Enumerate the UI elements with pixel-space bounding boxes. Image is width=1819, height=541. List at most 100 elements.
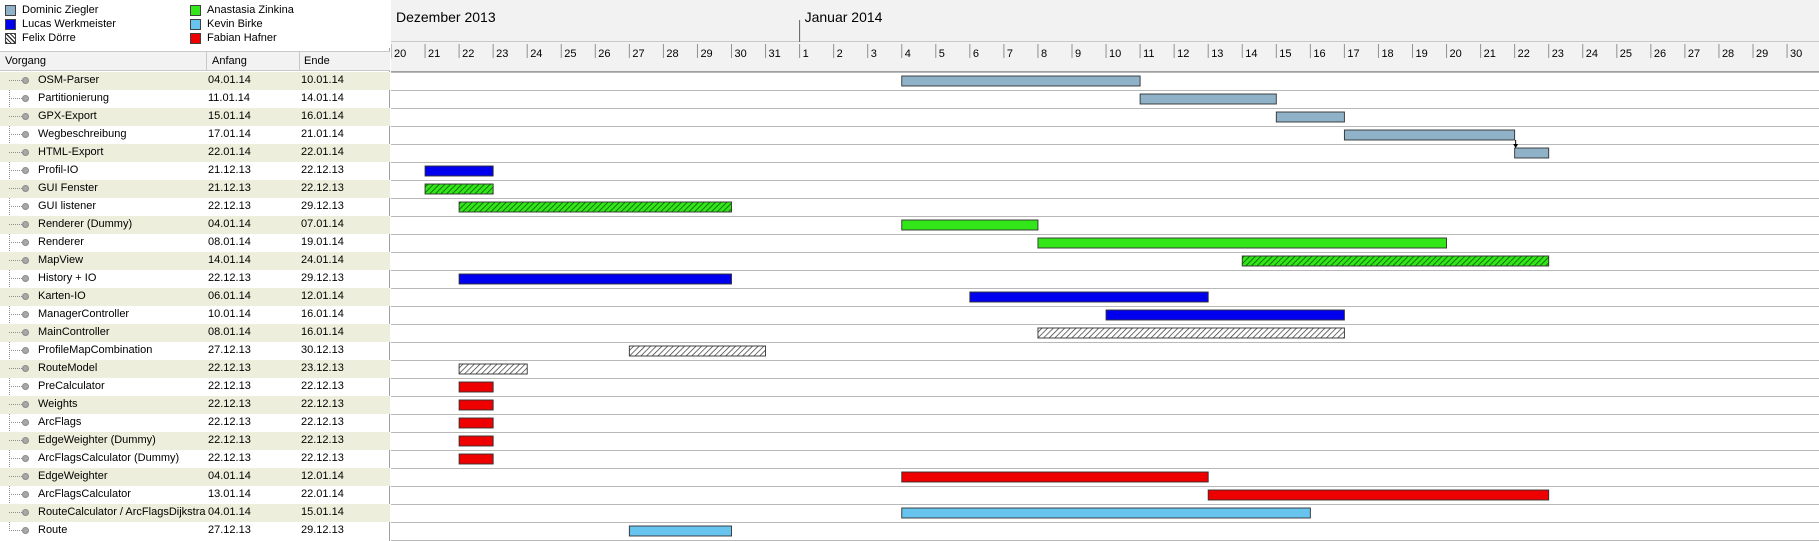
task-end-date: 22.12.13: [301, 416, 344, 428]
day-label: 30: [735, 48, 747, 60]
task-name: ManagerController: [38, 308, 130, 320]
day-label: 30: [1790, 48, 1802, 60]
task-node-icon: [22, 257, 29, 264]
legend-label: Fabian Hafner: [207, 32, 277, 44]
task-row[interactable]: RouteModel 22.12.13 23.12.13: [0, 360, 390, 378]
task-bar[interactable]: [901, 471, 1209, 483]
task-end-date: 29.12.13: [301, 524, 344, 536]
task-node-icon: [22, 527, 29, 534]
task-row[interactable]: Renderer 08.01.14 19.01.14: [0, 234, 390, 252]
day-label: 2: [837, 48, 843, 60]
tree-connector: [9, 134, 22, 135]
column-header-task[interactable]: Vorgang: [5, 55, 46, 67]
task-row[interactable]: Partitionierung 11.01.14 14.01.14: [0, 90, 390, 108]
task-bar[interactable]: [424, 183, 494, 195]
task-node-icon: [22, 113, 29, 120]
task-row[interactable]: Renderer (Dummy) 04.01.14 07.01.14: [0, 216, 390, 234]
task-row[interactable]: ProfileMapCombination 27.12.13 30.12.13: [0, 342, 390, 360]
task-bar[interactable]: [424, 165, 494, 177]
task-row[interactable]: Weights 22.12.13 22.12.13: [0, 396, 390, 414]
task-row[interactable]: Karten-IO 06.01.14 12.01.14: [0, 288, 390, 306]
task-name: Profil-IO: [38, 164, 79, 176]
task-start-date: 21.12.13: [208, 164, 251, 176]
task-bar[interactable]: [901, 507, 1311, 519]
task-row[interactable]: GUI Fenster 21.12.13 22.12.13: [0, 180, 390, 198]
tree-connector: [9, 242, 22, 243]
task-bar[interactable]: [1207, 489, 1550, 501]
task-bar[interactable]: [458, 453, 494, 465]
task-bar[interactable]: [458, 435, 494, 447]
task-end-date: 10.01.14: [301, 74, 344, 86]
task-row[interactable]: OSM-Parser 04.01.14 10.01.14: [0, 72, 390, 90]
task-row[interactable]: GUI listener 22.12.13 29.12.13: [0, 198, 390, 216]
column-divider[interactable]: [206, 52, 207, 70]
column-header-start[interactable]: Anfang: [212, 55, 247, 67]
task-node-icon: [22, 491, 29, 498]
task-name: RouteCalculator / ArcFlagsDijkstra: [38, 506, 206, 518]
task-bar[interactable]: [901, 219, 1039, 231]
task-row[interactable]: EdgeWeighter 04.01.14 12.01.14: [0, 468, 390, 486]
day-label: 19: [1416, 48, 1428, 60]
task-row[interactable]: ArcFlags 22.12.13 22.12.13: [0, 414, 390, 432]
task-row[interactable]: ArcFlagsCalculator (Dummy) 22.12.13 22.12.…: [0, 450, 390, 468]
day-label: 11: [1143, 48, 1154, 60]
task-bar[interactable]: [1037, 237, 1448, 249]
task-bar[interactable]: [458, 201, 732, 213]
task-start-date: 17.01.14: [208, 128, 251, 140]
task-row[interactable]: EdgeWeighter (Dummy) 22.12.13 22.12.13: [0, 432, 390, 450]
column-divider[interactable]: [299, 52, 300, 70]
task-row[interactable]: RouteCalculator / ArcFlagsDijkstra 04.01.…: [0, 504, 390, 522]
task-node-icon: [22, 131, 29, 138]
tree-connector: [9, 278, 22, 279]
task-start-date: 22.12.13: [208, 416, 251, 428]
task-end-date: 16.01.14: [301, 110, 344, 122]
task-bar[interactable]: [1139, 93, 1277, 105]
tree-connector: [9, 530, 22, 531]
legend-swatch: [190, 4, 201, 16]
tree-connector: [9, 98, 22, 99]
task-row[interactable]: Wegbeschreibung 17.01.14 21.01.14: [0, 126, 390, 144]
task-row[interactable]: GPX-Export 15.01.14 16.01.14: [0, 108, 390, 126]
tree-connector: [9, 116, 22, 117]
day-label: 3: [871, 48, 877, 60]
day-label: 20: [1450, 48, 1462, 60]
task-bar[interactable]: [1514, 147, 1550, 159]
task-row[interactable]: ManagerController 10.01.14 16.01.14: [0, 306, 390, 324]
task-end-date: 22.12.13: [301, 380, 344, 392]
day-label: 29: [700, 48, 712, 60]
task-bar[interactable]: [1037, 327, 1345, 339]
task-bar[interactable]: [1105, 309, 1345, 321]
task-bar[interactable]: [1241, 255, 1550, 267]
task-name: Route: [38, 524, 68, 536]
task-start-date: 11.01.14: [208, 92, 251, 104]
task-start-date: 08.01.14: [208, 236, 251, 248]
task-bar[interactable]: [458, 417, 494, 429]
legend-item: Kevin Birke: [190, 17, 263, 31]
task-bar[interactable]: [1275, 111, 1345, 123]
column-header-end[interactable]: Ende: [304, 55, 330, 67]
task-start-date: 15.01.14: [208, 110, 251, 122]
legend-swatch: [190, 32, 201, 44]
task-row[interactable]: Route 27.12.13 29.12.13: [0, 522, 390, 540]
task-row[interactable]: MainController 08.01.14 16.01.14: [0, 324, 390, 342]
day-label: 6: [973, 48, 979, 60]
task-bar[interactable]: [969, 291, 1209, 303]
task-row[interactable]: Profil-IO 21.12.13 22.12.13: [0, 162, 390, 180]
task-start-date: 22.12.13: [208, 362, 251, 374]
task-row[interactable]: ArcFlagsCalculator 13.01.14 22.01.14: [0, 486, 390, 504]
task-row[interactable]: PreCalculator 22.12.13 22.12.13: [0, 378, 390, 396]
tree-connector: [9, 512, 22, 513]
task-row[interactable]: History + IO 22.12.13 29.12.13: [0, 270, 390, 288]
task-end-date: 15.01.14: [301, 506, 344, 518]
task-bar[interactable]: [628, 345, 767, 357]
task-bar[interactable]: [458, 381, 494, 393]
task-bar[interactable]: [458, 399, 494, 411]
task-row[interactable]: HTML-Export 22.01.14 22.01.14: [0, 144, 390, 162]
task-bar[interactable]: [901, 75, 1141, 87]
task-bar[interactable]: [458, 273, 732, 285]
task-bar[interactable]: [628, 525, 732, 537]
task-row[interactable]: MapView 14.01.14 24.01.14: [0, 252, 390, 270]
day-label: 17: [1347, 48, 1359, 60]
task-bar[interactable]: [1343, 129, 1516, 141]
task-bar[interactable]: [458, 363, 528, 375]
